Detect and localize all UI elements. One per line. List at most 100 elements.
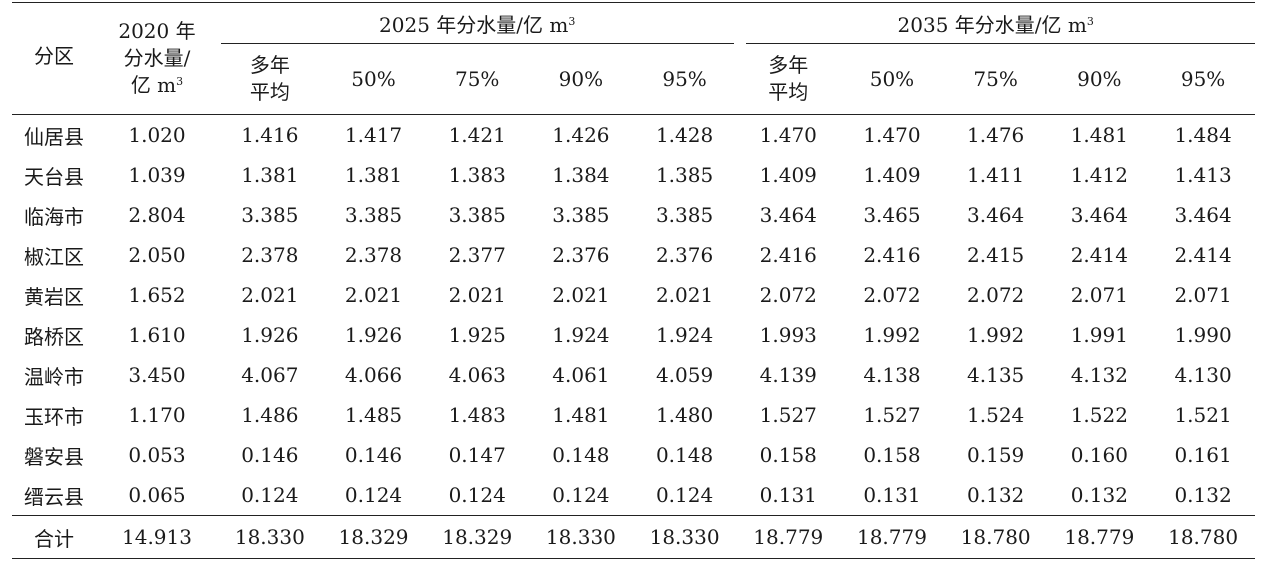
region-cell: 合计: [12, 515, 96, 559]
value-2035-cell: 3.464: [1070, 203, 1128, 227]
subheader-2025-col-3: 95%: [632, 44, 737, 115]
value-2035-cell: 1.470: [863, 123, 921, 147]
value-2020-cell: 2.050: [128, 243, 186, 267]
value-2025-cell: 0.148: [552, 443, 610, 467]
value-2025-cell: 1.428: [655, 123, 714, 147]
value-2035-cell: 4.130: [1174, 363, 1232, 387]
value-2035-cell: 1.992: [967, 323, 1025, 347]
value-2025-cell: 1.926: [241, 323, 299, 347]
value-2035-cell: 1.412: [1070, 163, 1128, 187]
region-cell: 临海市: [24, 204, 84, 229]
subheader-2025-col-2: 90%: [529, 44, 633, 115]
value-2025-cell: 2.021: [448, 283, 506, 307]
value-2035-cell: 2.072: [759, 283, 817, 307]
value-2025-cell: 1.486: [241, 403, 299, 427]
value-2020-cell: 14.913: [96, 515, 218, 559]
value-2035-cell: 1.993: [759, 323, 817, 347]
header-region: 分区: [12, 2, 96, 115]
value-2035-cell: 0.159: [967, 443, 1025, 467]
header-2020: 2020 年 分水量/ 亿 m3: [96, 2, 218, 115]
value-2025-cell: 1.924: [552, 323, 610, 347]
table-row: 磐安县 0.053 0.146 0.146 0.147 0.148 0.148 0.158 0.…: [12, 435, 1255, 475]
value-2025-cell: 1.421: [448, 123, 506, 147]
value-2025-cell: 0.146: [241, 443, 299, 467]
value-2025-cell: 1.925: [448, 323, 506, 347]
value-2025-cell: 1.416: [241, 123, 299, 147]
value-2035-cell: 18.779: [1047, 515, 1152, 559]
value-2025-cell: 2.376: [552, 243, 610, 267]
value-2025-cell: 18.330: [529, 515, 633, 559]
region-cell: 黄岩区: [24, 284, 84, 309]
value-2035-cell: 2.416: [863, 243, 921, 267]
value-2035-cell: 18.779: [840, 515, 944, 559]
value-2025-cell: 2.021: [344, 283, 403, 307]
value-2035-cell: 2.416: [759, 243, 817, 267]
value-2025-cell: 2.377: [448, 243, 506, 267]
value-2035-cell: 4.132: [1070, 363, 1128, 387]
value-2035-cell: 1.413: [1174, 163, 1232, 187]
table-footer: 合计 14.913 18.330 18.329 18.329 18.330 18.330 18…: [12, 515, 1255, 559]
value-2035-cell: 4.135: [967, 363, 1025, 387]
value-2025-cell: 0.146: [344, 443, 403, 467]
value-2035-cell: 1.409: [759, 163, 817, 187]
value-2025-cell: 1.926: [344, 323, 403, 347]
value-2035-cell: 0.161: [1174, 443, 1232, 467]
value-2025-cell: 4.059: [655, 363, 714, 387]
table-row: 椒江区 2.050 2.378 2.378 2.377 2.376 2.376 2.416 2.…: [12, 235, 1255, 275]
value-2025-cell: 1.385: [655, 163, 714, 187]
table-row: 仙居县 1.020 1.416 1.417 1.421 1.426 1.428 1.470 1.…: [12, 115, 1255, 156]
header-group-2035: 2035 年分水量/亿 m3: [736, 2, 1255, 44]
value-2025-cell: 3.385: [448, 203, 506, 227]
value-2035-cell: 0.158: [863, 443, 921, 467]
value-2025-cell: 3.385: [344, 203, 403, 227]
value-2025-cell: 0.124: [655, 483, 714, 507]
water-allocation-table: 分区 2020 年 分水量/ 亿 m3 2025 年分水量/亿 m3 2035 …: [12, 2, 1255, 559]
table-row: 缙云县 0.065 0.124 0.124 0.124 0.124 0.124 0.131 0.…: [12, 475, 1255, 516]
subheader-2035-col-1: 75%: [943, 44, 1048, 115]
value-2035-cell: 18.780: [943, 515, 1048, 559]
value-2025-cell: 1.483: [448, 403, 506, 427]
value-2020-cell: 3.450: [128, 363, 186, 387]
value-2025-cell: 18.330: [218, 515, 322, 559]
value-2035-cell: 1.524: [967, 403, 1025, 427]
value-2025-cell: 1.924: [655, 323, 714, 347]
value-2035-cell: 0.131: [863, 483, 921, 507]
value-2035-cell: 2.414: [1070, 243, 1128, 267]
value-2025-cell: 4.063: [448, 363, 506, 387]
table-row: 路桥区 1.610 1.926 1.926 1.925 1.924 1.924 1.993 1.…: [12, 315, 1255, 355]
value-2025-cell: 18.329: [321, 515, 426, 559]
value-2025-cell: 0.124: [448, 483, 506, 507]
group-rule-2025: [221, 43, 734, 44]
table-row: 温岭市 3.450 4.067 4.066 4.063 4.061 4.059 4.139 4.…: [12, 355, 1255, 395]
value-2035-cell: 2.071: [1174, 283, 1232, 307]
value-2025-cell: 2.021: [552, 283, 610, 307]
value-2035-cell: 1.522: [1070, 403, 1128, 427]
value-2035-cell: 3.464: [967, 203, 1025, 227]
value-2035-cell: 1.521: [1174, 403, 1232, 427]
value-2035-cell: 1.409: [863, 163, 921, 187]
region-cell: 椒江区: [24, 244, 84, 269]
value-2025-cell: 1.481: [552, 403, 610, 427]
value-2035-cell: 3.465: [863, 203, 921, 227]
value-2035-cell: 3.464: [759, 203, 817, 227]
value-2025-cell: 0.148: [655, 443, 714, 467]
table-row: 玉环市 1.170 1.486 1.485 1.483 1.481 1.480 1.527 1.…: [12, 395, 1255, 435]
value-2035-cell: 2.414: [1174, 243, 1232, 267]
region-cell: 玉环市: [24, 404, 84, 429]
subheader-2035-avg: 多年 平均: [736, 44, 841, 115]
value-2035-cell: 0.158: [759, 443, 817, 467]
value-2025-cell: 3.385: [655, 203, 714, 227]
value-2035-cell: 18.779: [736, 515, 841, 559]
value-2025-cell: 2.378: [344, 243, 403, 267]
value-2025-cell: 4.066: [344, 363, 403, 387]
value-2035-cell: 1.527: [759, 403, 817, 427]
value-2035-cell: 1.484: [1174, 123, 1232, 147]
subheader-2035-col-0: 50%: [840, 44, 944, 115]
value-2035-cell: 0.132: [1070, 483, 1128, 507]
value-2035-cell: 1.411: [967, 163, 1025, 187]
subheader-2025-col-0: 50%: [321, 44, 426, 115]
value-2035-cell: 2.071: [1070, 283, 1128, 307]
value-2035-cell: 1.527: [863, 403, 921, 427]
value-2025-cell: 0.147: [448, 443, 506, 467]
group-rule-2035: [746, 43, 1255, 44]
